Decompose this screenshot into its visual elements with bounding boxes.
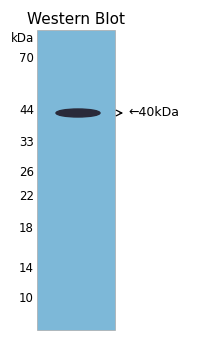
Text: 18: 18 [19,221,34,235]
Bar [37,30,115,330]
Text: 70: 70 [19,52,34,64]
Text: 14: 14 [19,262,34,275]
Text: 44: 44 [19,103,34,117]
Text: Western Blot: Western Blot [27,12,124,27]
Text: kDa: kDa [11,31,34,44]
Ellipse shape [56,109,100,117]
Text: 26: 26 [19,165,34,179]
Text: 33: 33 [19,135,34,149]
Text: ←40kDa: ←40kDa [127,106,178,120]
Text: 10: 10 [19,292,34,305]
Text: 22: 22 [19,189,34,203]
